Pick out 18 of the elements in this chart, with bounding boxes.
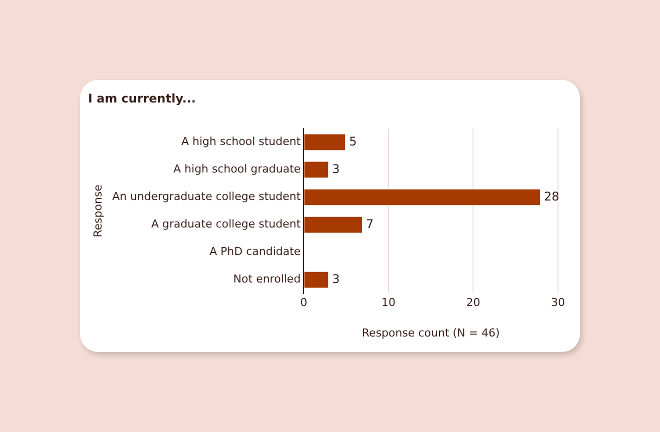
data-label: 5 bbox=[349, 134, 357, 148]
text: I am currently... bbox=[88, 91, 196, 106]
data-label: 3 bbox=[332, 162, 340, 176]
x-tick-label: 20 bbox=[466, 296, 480, 310]
y-tick-label: A PhD candidate bbox=[209, 245, 301, 258]
y-tick-label: A high school student bbox=[181, 135, 302, 148]
x-tick-label: 10 bbox=[381, 296, 396, 310]
data-label: 7 bbox=[366, 216, 374, 231]
y-tick-label: Not enrolled bbox=[233, 272, 301, 286]
x-tick-label: 0 bbox=[300, 296, 308, 310]
data-label: 28 bbox=[544, 189, 560, 204]
data-label: 3 bbox=[332, 272, 340, 286]
y-tick-label: A graduate college student bbox=[151, 218, 302, 231]
y-tick-label: A high school graduate bbox=[173, 162, 301, 176]
x-axis-title: Response count (N = 46) bbox=[362, 326, 500, 340]
y-axis-title: Response bbox=[91, 184, 104, 238]
y-tick-label: An undergraduate college student bbox=[112, 190, 302, 204]
x-tick-label: 30 bbox=[551, 296, 565, 310]
